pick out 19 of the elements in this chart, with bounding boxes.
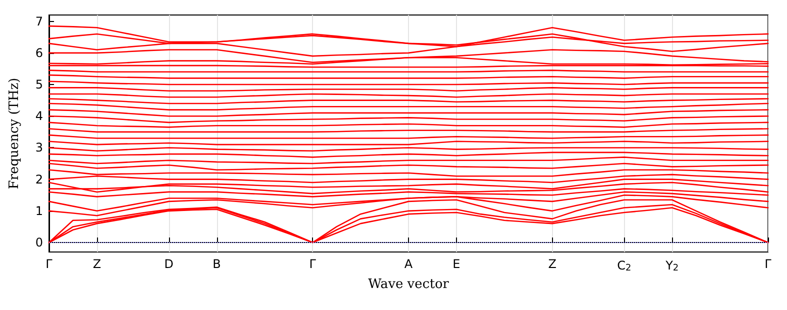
y-tick-label: 1 — [35, 204, 43, 218]
y-tick-label: 3 — [35, 140, 43, 155]
x-axis-title: Wave vector — [368, 276, 450, 292]
x-tick-label: Γ — [309, 257, 316, 271]
x-tick-label: A — [404, 257, 414, 271]
x-tick-label: Z — [548, 257, 556, 271]
x-tick-label: Z — [92, 257, 102, 271]
x-tick-label: D — [164, 257, 174, 271]
y-tick-label: 4 — [35, 109, 43, 124]
y-tick-label: 2 — [35, 172, 43, 186]
x-tick-label: E — [452, 257, 460, 271]
y-tick-label: 5 — [35, 78, 43, 92]
y-tick-label: 7 — [35, 14, 43, 28]
x-tick-label: Γ — [764, 257, 772, 271]
y-axis-title: Frequency (THz) — [7, 78, 22, 190]
x-tick-label: Γ — [46, 257, 53, 271]
y-tick-label: 0 — [35, 236, 43, 250]
y-tick-label: 6 — [35, 46, 43, 60]
x-tick-label: B — [212, 257, 221, 271]
